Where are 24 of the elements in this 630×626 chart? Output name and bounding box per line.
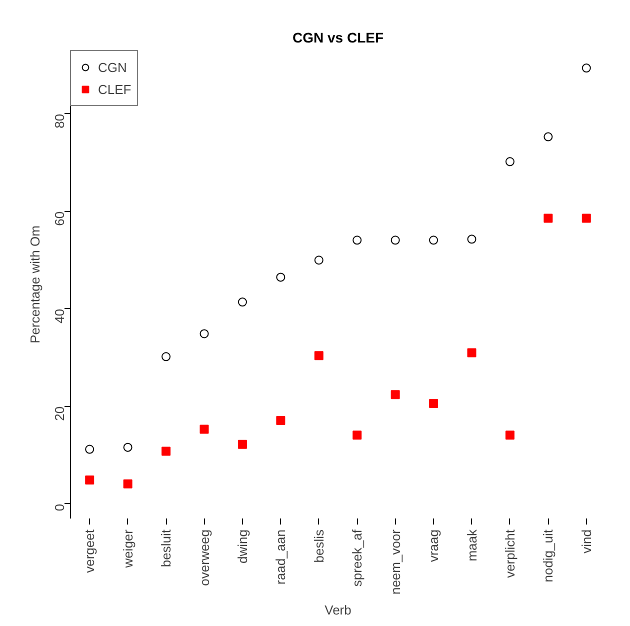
- x-tick-label: vraag: [426, 529, 442, 562]
- legend-label: CGN: [98, 60, 127, 74]
- y-tick-label: 80: [52, 114, 67, 128]
- legend-label: CLEF: [98, 82, 132, 96]
- x-axis-title: Verb: [324, 602, 352, 618]
- y-tick-label: 40: [52, 308, 67, 324]
- x-tick-label: dwing: [234, 530, 250, 564]
- x-tick-label: beslis: [311, 529, 326, 563]
- x-tick-label: raad_aan: [273, 529, 288, 584]
- x-tick-label: vergeet: [82, 529, 98, 573]
- x-tick-label: vind: [578, 529, 594, 554]
- x-tick-label: maak: [464, 529, 480, 562]
- x-tick-label: besluit: [158, 529, 174, 568]
- x-tick-label: nodig_uit: [540, 529, 556, 582]
- y-tick-label: 60: [52, 211, 67, 226]
- chart-title: CGN vs CLEF: [292, 30, 384, 46]
- x-tick-label: neem_voor: [388, 528, 403, 595]
- x-tick-label: overweeg: [196, 529, 212, 586]
- y-tick-label: 0: [52, 504, 67, 512]
- x-tick-label: verplicht: [502, 529, 518, 578]
- x-tick-label: spreek_af: [350, 529, 365, 587]
- y-tick-label: 20: [52, 406, 67, 421]
- x-tick-label: weiger: [120, 528, 136, 569]
- y-axis-title: Percentage with Om: [28, 226, 42, 344]
